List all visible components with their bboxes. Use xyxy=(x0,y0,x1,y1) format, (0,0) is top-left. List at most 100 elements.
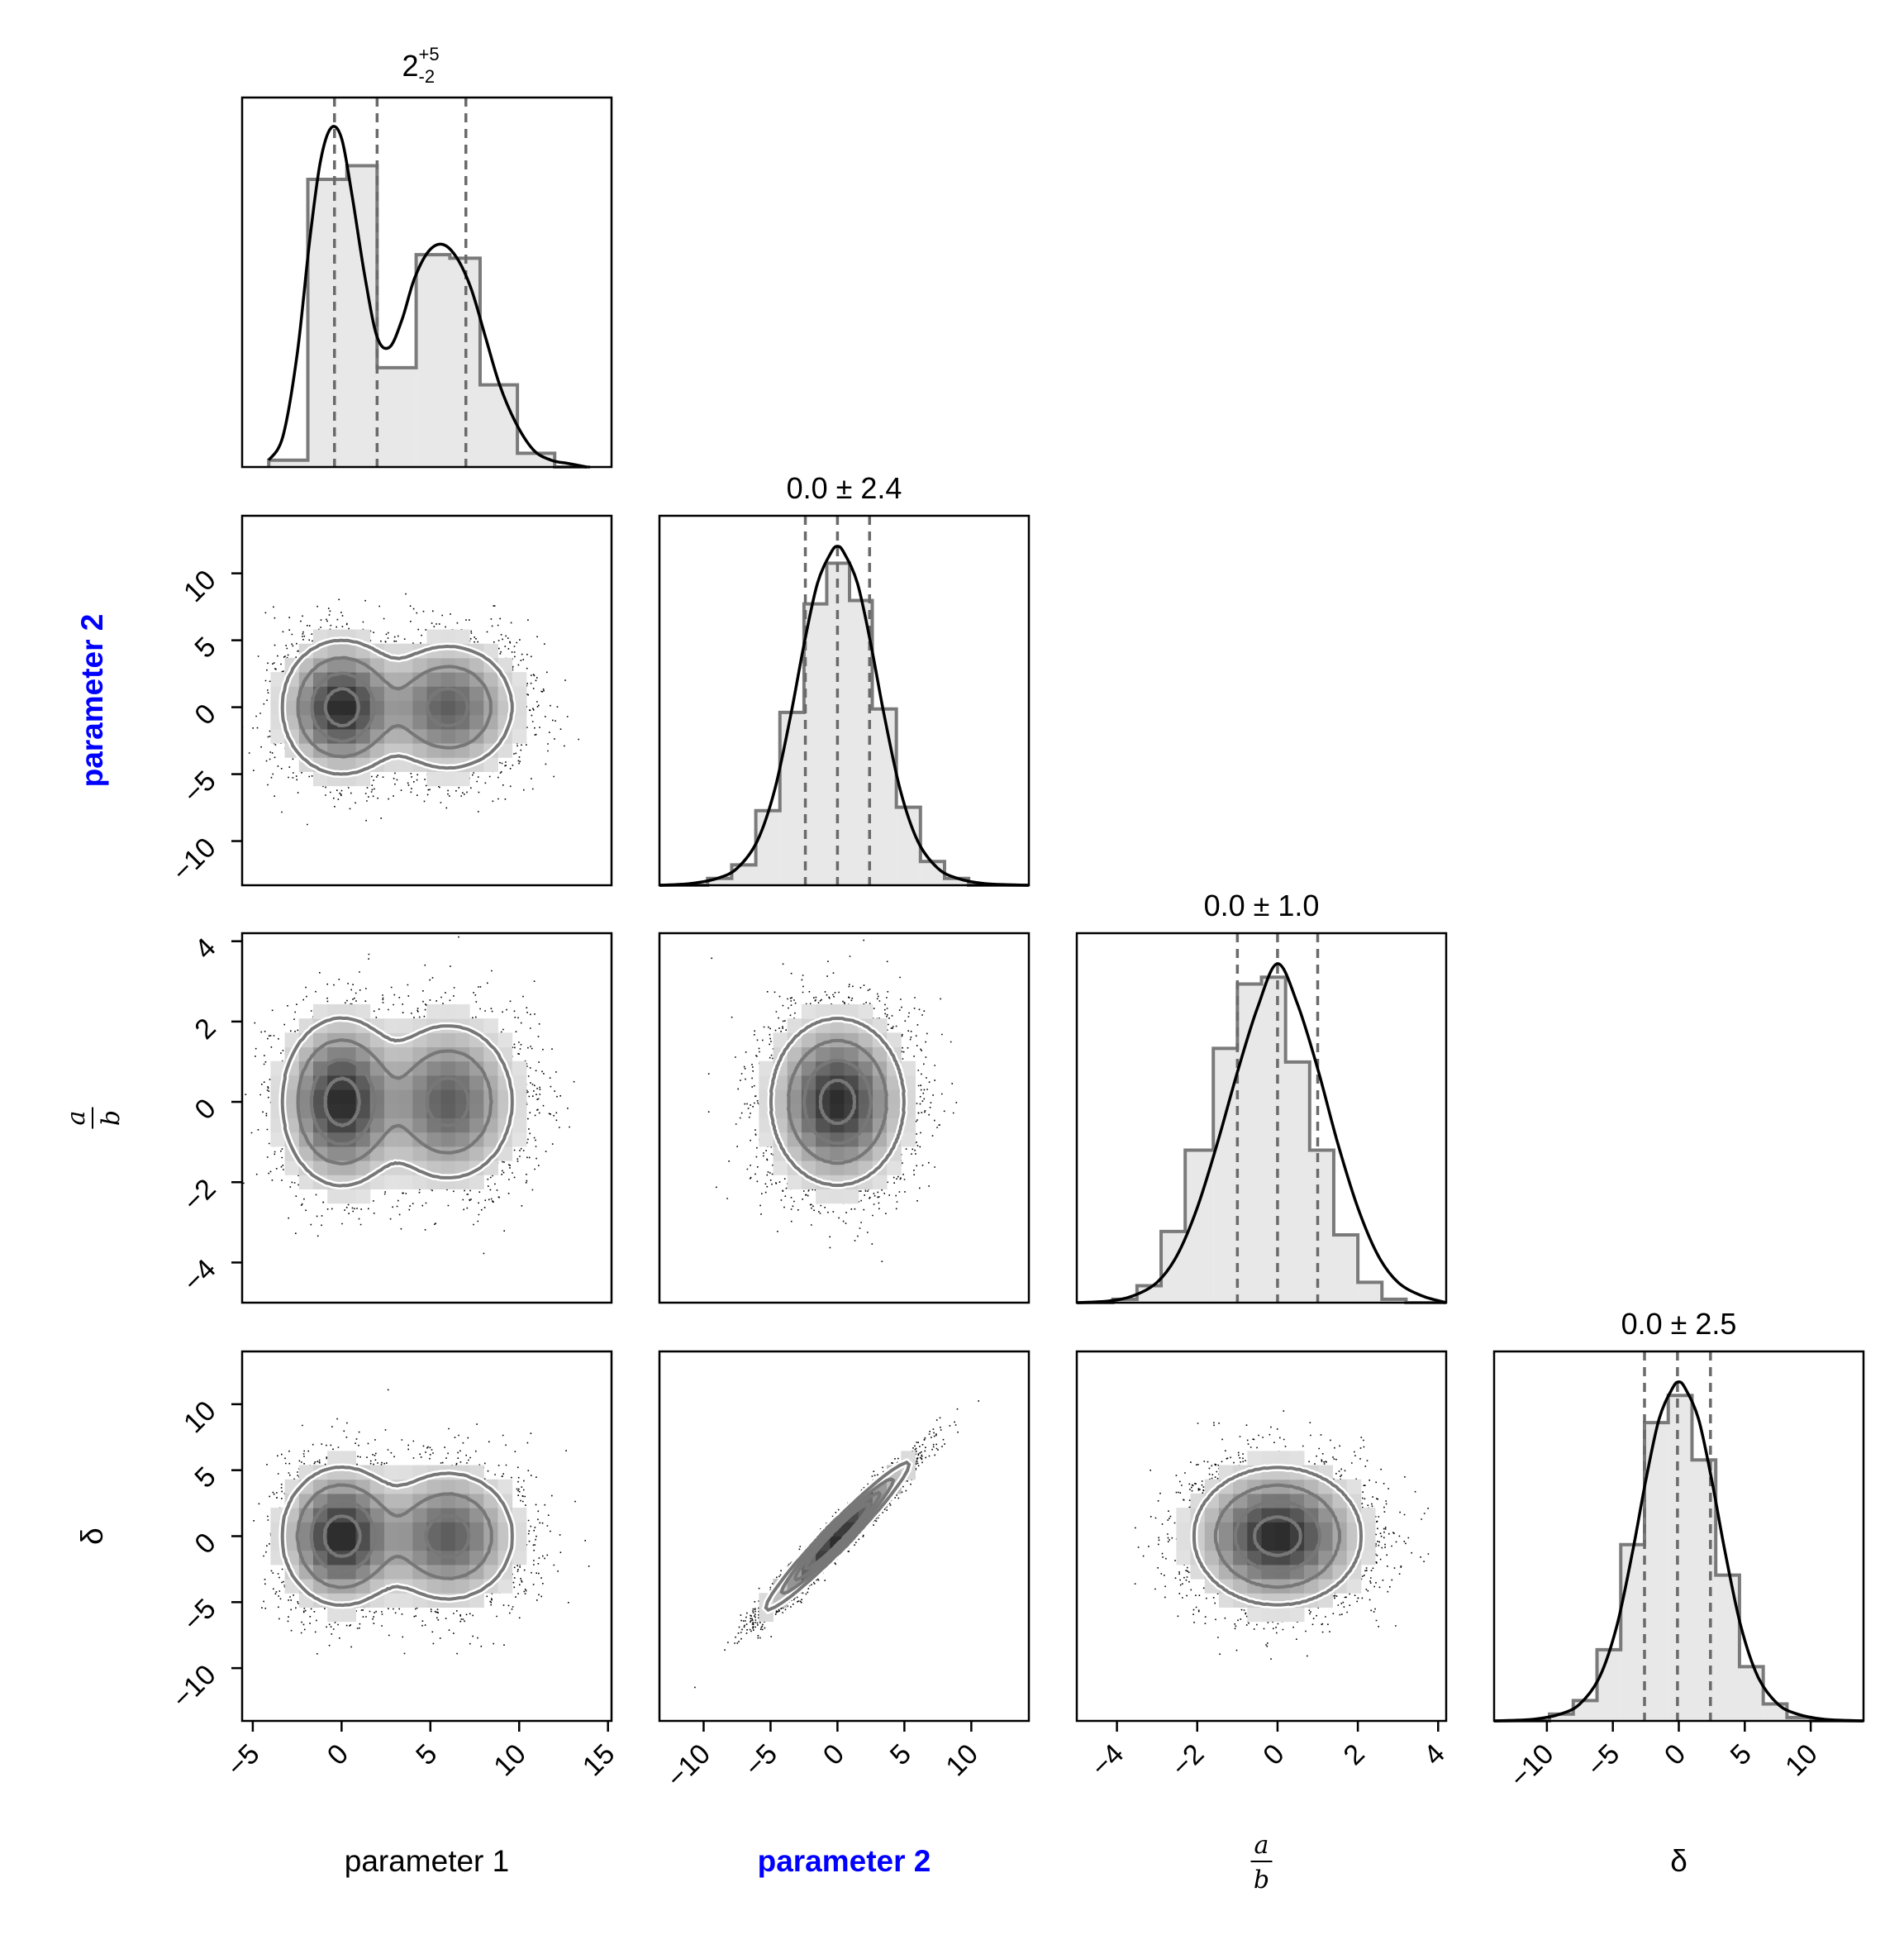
density-cell xyxy=(355,1189,371,1204)
y-tick-label: 4 xyxy=(188,932,221,965)
density-cell xyxy=(759,1060,774,1076)
density-cell xyxy=(469,1536,484,1551)
density-cell xyxy=(816,1060,831,1076)
density-cell xyxy=(455,1003,470,1019)
density-cell xyxy=(383,1046,399,1062)
density-cell xyxy=(327,1089,342,1104)
density-cell xyxy=(355,1160,371,1175)
contour-line xyxy=(802,1059,873,1146)
hist-bar xyxy=(1285,1061,1310,1303)
axis-label-3-x: ab xyxy=(1250,1831,1273,1894)
density-cell xyxy=(398,1564,413,1580)
density-cell xyxy=(369,1118,385,1133)
density-cell xyxy=(440,1132,456,1147)
contour-line xyxy=(1192,1466,1364,1607)
density-cell xyxy=(284,1103,300,1118)
x-tick-label: −5 xyxy=(1581,1738,1626,1783)
density-cell xyxy=(426,1003,442,1019)
density-cell xyxy=(483,1018,498,1033)
density-cell xyxy=(887,1103,902,1118)
density-cell xyxy=(469,1046,484,1062)
contour-line xyxy=(309,1058,470,1146)
density-cell xyxy=(341,1522,357,1537)
contour-line xyxy=(295,1483,493,1589)
axis-label-4-y: δ xyxy=(75,1527,109,1545)
density-cell xyxy=(440,743,456,758)
y-tick-label: 5 xyxy=(188,1461,221,1494)
axis-label-2-x: parameter 2 xyxy=(758,1844,931,1878)
density-cell xyxy=(383,1493,399,1508)
density-cell xyxy=(327,643,342,659)
density-cell xyxy=(412,1075,427,1090)
density-cell xyxy=(787,1046,802,1062)
density-cell xyxy=(1275,1522,1291,1537)
density-cell xyxy=(1261,1451,1277,1466)
scatter-panel-3-2 xyxy=(658,932,1031,1304)
density-cell xyxy=(398,1046,413,1062)
density-cell xyxy=(412,1536,427,1551)
density-cell xyxy=(327,1146,342,1161)
density-cell xyxy=(455,1579,470,1594)
x-tick-label: −10 xyxy=(660,1738,716,1794)
x-tick-label: 10 xyxy=(1779,1738,1824,1783)
kde-curve xyxy=(1076,962,1447,1304)
panel-frame xyxy=(658,932,1031,1304)
kde-curve xyxy=(267,125,588,469)
density-cell xyxy=(469,743,484,758)
contour-line xyxy=(323,1076,361,1127)
density-cell xyxy=(455,672,470,687)
density-cell xyxy=(455,1479,470,1494)
density-cell xyxy=(398,1175,413,1189)
fraction-numerator: a xyxy=(62,1111,91,1126)
contour-line xyxy=(818,1079,857,1125)
density-cell xyxy=(341,1089,357,1104)
summary-center: 2 xyxy=(402,49,418,83)
density-cell xyxy=(455,771,470,787)
density-cell xyxy=(773,1032,788,1048)
contour-line xyxy=(280,1016,514,1188)
density-cell xyxy=(341,657,357,673)
density-cell xyxy=(270,1060,286,1076)
density-cell xyxy=(1176,1522,1192,1537)
panel-frame xyxy=(658,514,1031,887)
x-axis-4: −10 −5 0 5 10 xyxy=(1504,1721,1824,1794)
hist-bar xyxy=(920,861,945,885)
density-cell xyxy=(383,1089,399,1104)
hist-outline xyxy=(267,164,591,469)
density-cell xyxy=(1261,1522,1277,1537)
density-cell xyxy=(355,728,371,744)
density-cell xyxy=(341,1451,357,1466)
contour-line xyxy=(322,1514,362,1558)
contour-line xyxy=(280,1465,514,1608)
density-cell xyxy=(398,1493,413,1508)
density-cell xyxy=(469,1103,484,1118)
density-cell xyxy=(1261,1607,1277,1623)
density-cell xyxy=(512,1060,527,1076)
density-cell xyxy=(1233,1479,1248,1494)
y-tick-label: 5 xyxy=(188,631,221,664)
density-cell xyxy=(872,1103,888,1118)
hist-bar xyxy=(1692,1460,1716,1721)
density-cell xyxy=(440,1060,456,1076)
density-cell xyxy=(426,700,442,716)
density-cell xyxy=(1176,1550,1192,1566)
density-cell xyxy=(887,1032,902,1048)
contour-line xyxy=(1253,1515,1302,1557)
density-cell xyxy=(312,1003,328,1019)
density-cell xyxy=(1304,1536,1319,1551)
contour-line xyxy=(296,655,493,759)
density-cell xyxy=(872,1175,888,1189)
density-cell xyxy=(341,1536,357,1551)
density-cell xyxy=(1218,1536,1234,1551)
fraction-numerator: a xyxy=(1254,1831,1269,1860)
density-cell xyxy=(398,686,413,701)
panel-frame xyxy=(240,96,613,469)
density-cell xyxy=(887,1089,902,1104)
density-cell xyxy=(440,1046,456,1062)
density-cell xyxy=(872,1046,888,1062)
x-tick-label: 0 xyxy=(1659,1738,1692,1771)
density-cell xyxy=(773,1103,788,1118)
density-cell xyxy=(426,1579,442,1594)
